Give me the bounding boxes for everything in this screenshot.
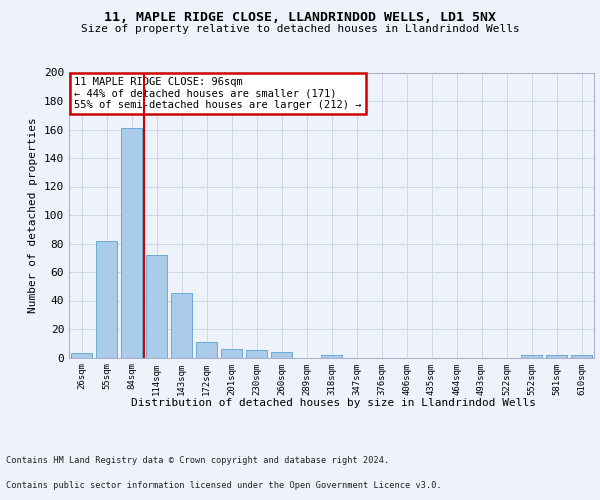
Bar	[221, 349, 242, 358]
Bar	[196, 342, 217, 357]
Y-axis label: Number of detached properties: Number of detached properties	[28, 117, 38, 313]
Bar	[96, 240, 117, 358]
Text: Distribution of detached houses by size in Llandrindod Wells: Distribution of detached houses by size …	[131, 398, 536, 407]
Text: Size of property relative to detached houses in Llandrindod Wells: Size of property relative to detached ho…	[80, 24, 520, 34]
Bar	[271, 352, 292, 358]
Text: Contains HM Land Registry data © Crown copyright and database right 2024.: Contains HM Land Registry data © Crown c…	[6, 456, 389, 465]
Bar	[171, 294, 192, 358]
Bar	[146, 255, 167, 358]
Text: 11 MAPLE RIDGE CLOSE: 96sqm
← 44% of detached houses are smaller (171)
55% of se: 11 MAPLE RIDGE CLOSE: 96sqm ← 44% of det…	[74, 77, 362, 110]
Text: Contains public sector information licensed under the Open Government Licence v3: Contains public sector information licen…	[6, 481, 442, 490]
Bar	[71, 353, 92, 358]
Bar	[521, 354, 542, 358]
Bar	[546, 354, 567, 358]
Bar	[246, 350, 267, 358]
Bar	[571, 354, 592, 358]
Text: 11, MAPLE RIDGE CLOSE, LLANDRINDOD WELLS, LD1 5NX: 11, MAPLE RIDGE CLOSE, LLANDRINDOD WELLS…	[104, 11, 496, 24]
Bar	[121, 128, 142, 358]
Bar	[321, 354, 342, 358]
